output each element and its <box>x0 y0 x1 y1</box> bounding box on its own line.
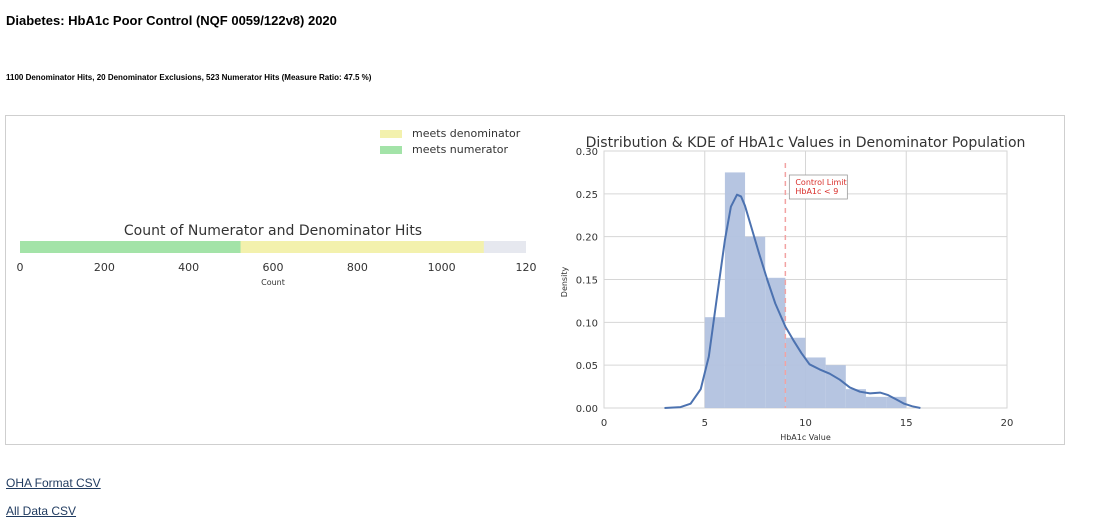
chart-panel: Count of Numerator and Denominator Hits 0… <box>5 115 1065 445</box>
count-x-tick-label: 600 <box>263 261 284 274</box>
charts-svg: Count of Numerator and Denominator Hits 0… <box>17 127 1026 442</box>
control-limit-sublabel: HbA1c < 9 <box>795 187 838 196</box>
hist-bar <box>865 396 887 408</box>
legend-swatch-denominator <box>380 130 402 138</box>
hist-bar <box>785 337 806 408</box>
all-data-csv-link[interactable]: All Data CSV <box>6 504 77 518</box>
hist-y-tick-label: 0.25 <box>576 190 598 201</box>
hist-bar <box>845 389 866 408</box>
hist-y-tick-label: 0.00 <box>576 404 598 415</box>
hist-x-tick-label: 10 <box>799 418 812 429</box>
count-x-tick-label: 400 <box>178 261 199 274</box>
numerator-bar <box>20 241 241 253</box>
page-title: Diabetes: HbA1c Poor Control (NQF 0059/1… <box>6 13 337 28</box>
hist-bar <box>765 277 786 408</box>
hist-bar <box>724 172 746 408</box>
count-chart-title: Count of Numerator and Denominator Hits <box>124 223 422 239</box>
legend-label-denominator: meets denominator <box>412 127 521 140</box>
count-x-axis-label: Count <box>261 278 285 287</box>
count-x-tick-label: 800 <box>347 261 368 274</box>
legend-label-numerator: meets numerator <box>412 143 509 156</box>
oha-format-csv-link[interactable]: OHA Format CSV <box>6 476 101 490</box>
hist-y-tick-label: 0.30 <box>576 147 598 158</box>
hist-bar <box>886 396 907 408</box>
count-x-tick-label: 0 <box>17 261 24 274</box>
hist-y-tick-label: 0.05 <box>576 361 598 372</box>
hist-x-tick-label: 20 <box>1001 418 1014 429</box>
hist-x-axis-label: HbA1c Value <box>780 433 831 442</box>
hist-y-tick-label: 0.15 <box>576 276 598 287</box>
hist-x-tick-label: 15 <box>900 418 913 429</box>
hist-chart-title: Distribution & KDE of HbA1c Values in De… <box>586 135 1026 151</box>
hist-bar <box>745 236 766 408</box>
hist-bar <box>825 365 846 408</box>
hist-x-tick-label: 5 <box>702 418 708 429</box>
control-limit-label: Control Limit <box>795 178 846 187</box>
hist-y-tick-label: 0.10 <box>576 318 598 329</box>
hist-bar <box>805 357 826 408</box>
kde-line <box>664 193 921 409</box>
hist-y-axis-label: Density <box>560 267 569 298</box>
count-x-tick-label: 120 <box>516 261 537 274</box>
hist-x-tick-label: 0 <box>601 418 607 429</box>
count-x-tick-label: 1000 <box>428 261 456 274</box>
measure-summary: 1100 Denominator Hits, 20 Denominator Ex… <box>6 73 372 82</box>
legend-swatch-numerator <box>380 146 402 154</box>
hist-bar <box>704 317 725 408</box>
count-x-tick-label: 200 <box>94 261 115 274</box>
hist-y-tick-label: 0.20 <box>576 233 598 244</box>
control-limit-box <box>788 174 848 200</box>
